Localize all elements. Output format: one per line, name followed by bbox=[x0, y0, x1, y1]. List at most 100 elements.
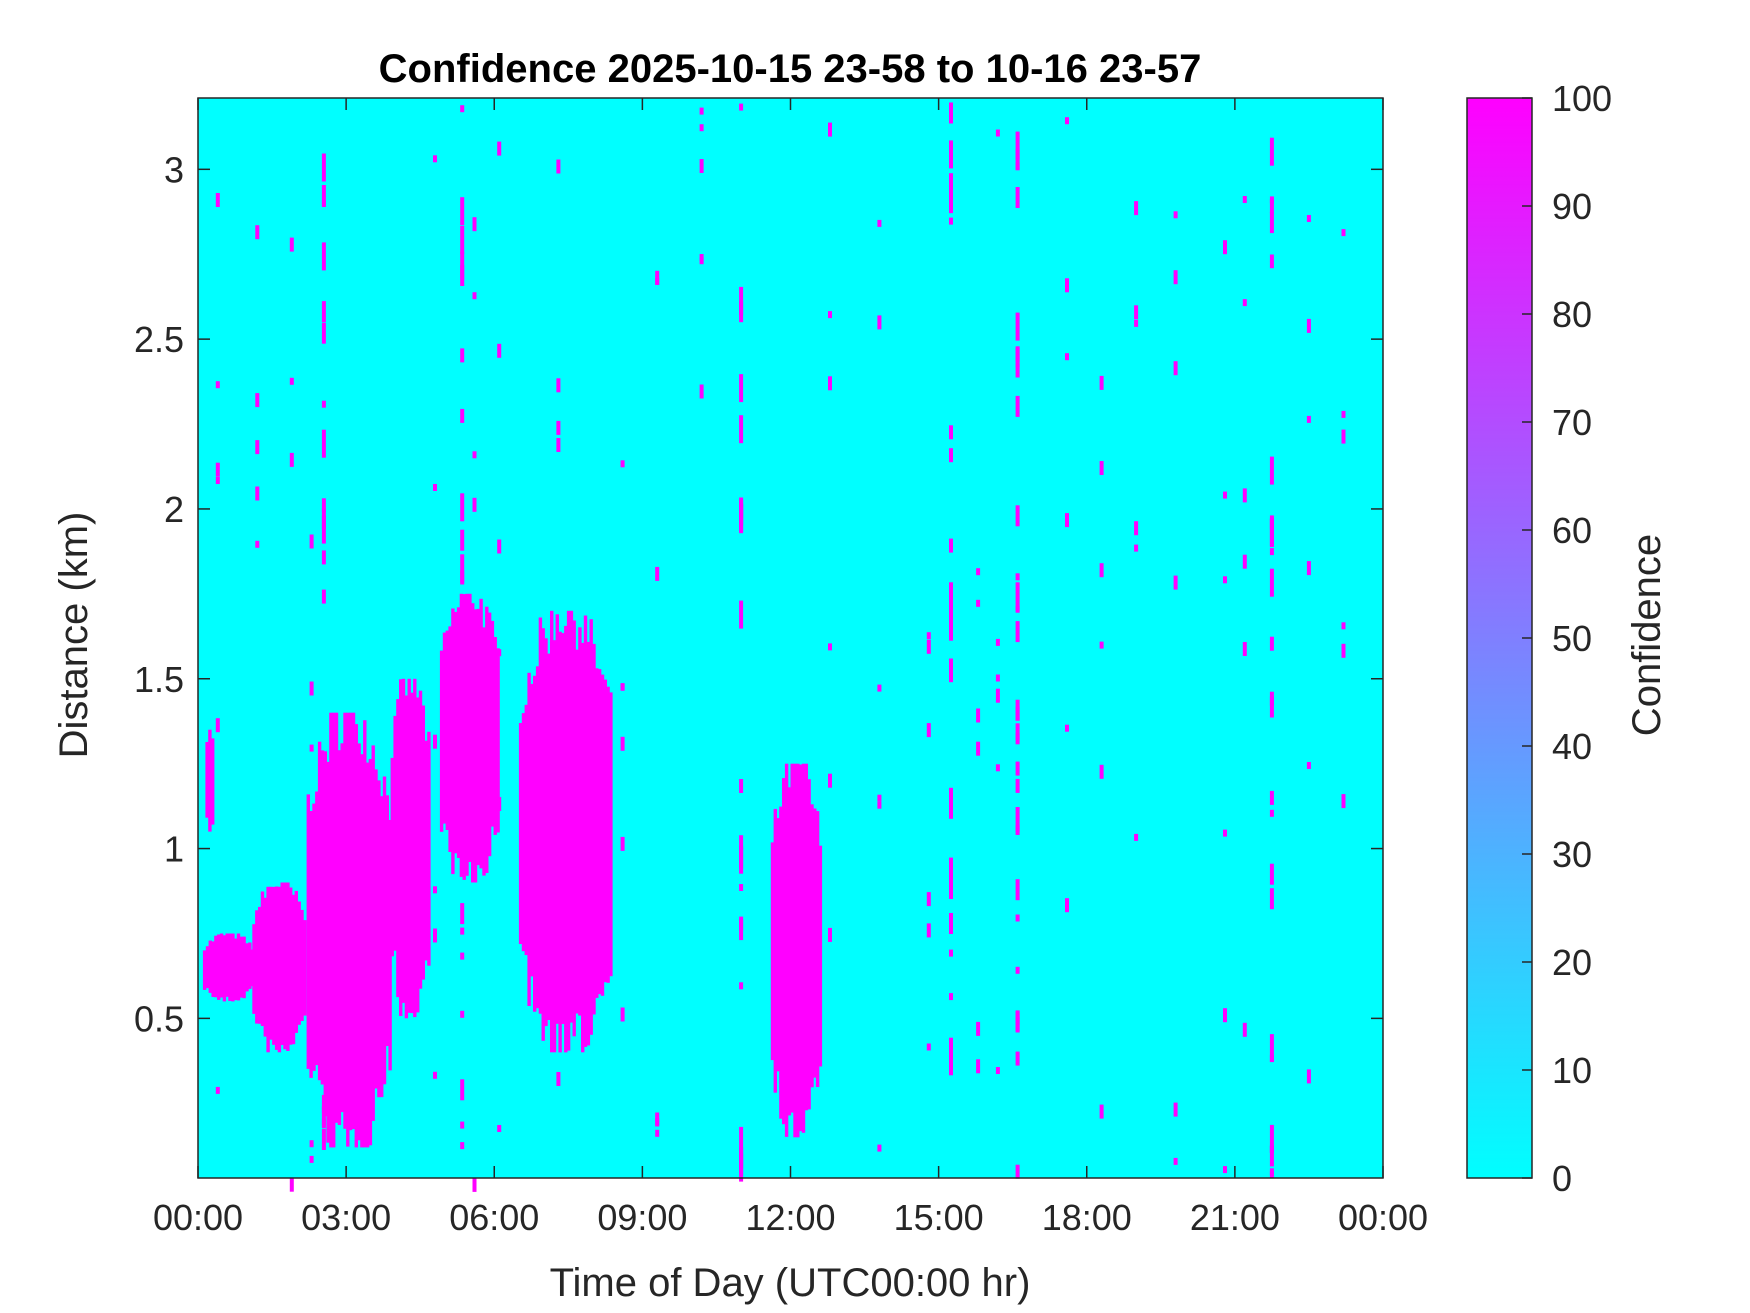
region-column bbox=[815, 811, 820, 1087]
colorbar-tick-label: 30 bbox=[1552, 834, 1592, 875]
region-column bbox=[410, 692, 414, 1014]
region-column bbox=[219, 933, 224, 998]
region-column bbox=[462, 594, 466, 880]
y-tick-label: 1 bbox=[164, 829, 184, 870]
streak-pixel bbox=[460, 952, 465, 960]
x-tick-label: 00:00 bbox=[1338, 1197, 1428, 1238]
region-column bbox=[787, 787, 792, 1116]
streak-pixel bbox=[460, 1121, 465, 1129]
streak-pixel bbox=[321, 805, 326, 813]
region-column bbox=[294, 890, 298, 1033]
streak-pixel bbox=[1269, 212, 1274, 234]
region-column bbox=[317, 741, 322, 1081]
scatter-pixel bbox=[1099, 375, 1104, 390]
scatter-pixel bbox=[1306, 561, 1311, 576]
region-column bbox=[269, 886, 273, 1040]
scatter-pixel bbox=[1173, 270, 1178, 285]
streak-pixel bbox=[739, 1126, 744, 1148]
streak-pixel bbox=[1269, 790, 1274, 805]
region-column bbox=[346, 712, 350, 1147]
region-column bbox=[541, 628, 545, 1041]
streak-pixel bbox=[739, 286, 744, 315]
scatter-column bbox=[1134, 201, 1139, 841]
scatter-pixel bbox=[620, 683, 625, 691]
streak-pixel bbox=[739, 847, 744, 869]
scatter-pixel bbox=[497, 539, 502, 554]
scatter-pixel bbox=[289, 237, 294, 252]
scatter-pixel bbox=[620, 836, 625, 851]
streak-pixel bbox=[1269, 568, 1274, 597]
region-column bbox=[770, 842, 775, 1061]
region-column bbox=[518, 723, 523, 944]
streak-pixel bbox=[321, 589, 326, 604]
scatter-pixel bbox=[1306, 1069, 1311, 1084]
scatter-pixel bbox=[1099, 461, 1104, 475]
streak-pixel bbox=[460, 683, 465, 691]
vertical-streak bbox=[949, 102, 953, 1076]
scatter-pixel bbox=[926, 1043, 931, 1051]
region-column bbox=[569, 610, 574, 1023]
streak-pixel bbox=[949, 192, 953, 214]
scatter-column bbox=[877, 219, 882, 1152]
scatter-pixel bbox=[309, 744, 314, 752]
scatter-pixel bbox=[1242, 196, 1247, 203]
scatter-pixel bbox=[472, 776, 477, 791]
scatter-pixel bbox=[926, 923, 931, 938]
region-column bbox=[248, 942, 252, 989]
scatter-column bbox=[1223, 240, 1227, 1174]
streak-pixel bbox=[1015, 363, 1020, 378]
region-column bbox=[228, 933, 232, 1001]
streak-pixel bbox=[949, 1046, 953, 1053]
scatter-pixel bbox=[1242, 488, 1247, 503]
region-column bbox=[407, 678, 411, 1013]
scatter-pixel bbox=[995, 129, 1000, 137]
scatter-column bbox=[309, 534, 314, 1163]
scatter-pixel bbox=[1223, 1166, 1227, 1174]
scatter-pixel bbox=[699, 254, 704, 261]
streak-pixel bbox=[1269, 1034, 1274, 1063]
scatter-pixel bbox=[472, 497, 477, 512]
scatter-column bbox=[472, 217, 477, 1192]
region-column bbox=[490, 620, 495, 827]
scatter-pixel bbox=[976, 599, 981, 607]
scatter-column bbox=[655, 270, 660, 1137]
region-column bbox=[272, 886, 276, 1045]
scatter-pixel bbox=[877, 1144, 882, 1152]
streak-pixel bbox=[321, 845, 326, 874]
scatter-pixel bbox=[828, 773, 832, 788]
scatter-pixel bbox=[655, 566, 660, 581]
colorbar-tick-label: 20 bbox=[1552, 942, 1592, 983]
scatter-column bbox=[1099, 375, 1104, 1119]
region-column bbox=[776, 818, 780, 1072]
high-confidence-region bbox=[205, 729, 215, 832]
scatter-pixel bbox=[828, 376, 832, 391]
region-column bbox=[289, 887, 293, 1045]
region-column bbox=[807, 779, 811, 1110]
region-column bbox=[360, 754, 364, 1148]
streak-pixel bbox=[949, 949, 953, 957]
streak-pixel bbox=[460, 529, 465, 551]
region-column bbox=[266, 886, 270, 1053]
region-column bbox=[424, 740, 428, 961]
streak-pixel bbox=[949, 913, 953, 934]
scatter-pixel bbox=[289, 1026, 294, 1040]
streak-pixel bbox=[739, 600, 744, 629]
scatter-column bbox=[255, 225, 260, 962]
region-column bbox=[348, 712, 353, 1131]
high-confidence-region bbox=[518, 610, 613, 1053]
region-column bbox=[205, 742, 209, 818]
scatter-pixel bbox=[1341, 229, 1346, 237]
region-column bbox=[439, 650, 444, 832]
scatter-pixel bbox=[995, 638, 1000, 646]
colorbar: 0 10 20 30 40 50 60 70 80 90 100 bbox=[1466, 78, 1612, 1199]
streak-pixel bbox=[460, 850, 465, 858]
streak-pixel bbox=[321, 1094, 326, 1109]
scatter-pixel bbox=[497, 797, 502, 811]
colorbar-tick-label: 70 bbox=[1552, 402, 1592, 443]
streak-pixel bbox=[949, 878, 953, 899]
streak-pixel bbox=[460, 705, 465, 713]
scatter-pixel bbox=[289, 452, 294, 467]
streak-pixel bbox=[949, 592, 953, 621]
streak-pixel bbox=[1269, 199, 1274, 214]
scatter-pixel bbox=[1065, 117, 1069, 125]
